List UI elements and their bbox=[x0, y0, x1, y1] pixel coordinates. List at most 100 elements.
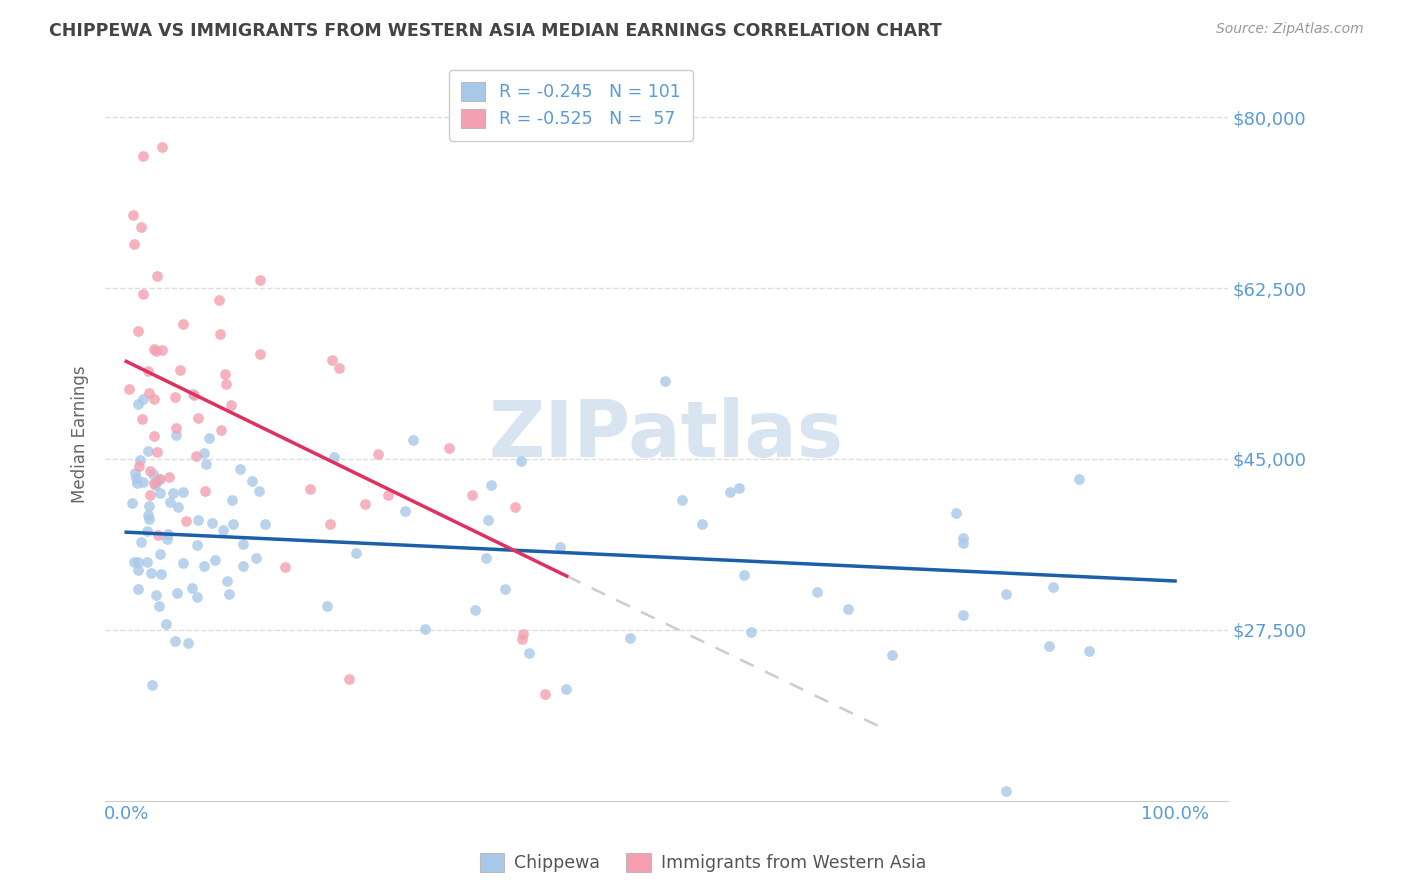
Point bbox=[517, 647, 540, 661]
Point bbox=[319, 516, 342, 531]
Point bbox=[172, 556, 194, 570]
Point bbox=[316, 599, 339, 613]
Point bbox=[740, 624, 762, 639]
Point bbox=[254, 517, 277, 532]
Point bbox=[135, 524, 157, 538]
Point bbox=[125, 471, 148, 485]
Point bbox=[321, 352, 343, 367]
Point bbox=[354, 497, 377, 511]
Point bbox=[143, 342, 166, 356]
Point bbox=[146, 269, 169, 284]
Legend: Chippewa, Immigrants from Western Asia: Chippewa, Immigrants from Western Asia bbox=[472, 846, 934, 879]
Point bbox=[194, 483, 217, 498]
Point bbox=[413, 622, 436, 636]
Point bbox=[152, 343, 174, 358]
Point bbox=[534, 687, 557, 701]
Point bbox=[139, 566, 162, 580]
Point bbox=[882, 648, 904, 663]
Point bbox=[187, 410, 209, 425]
Point bbox=[215, 574, 238, 588]
Point bbox=[132, 392, 155, 407]
Point bbox=[481, 477, 503, 491]
Point bbox=[180, 581, 202, 595]
Point bbox=[127, 555, 149, 569]
Point bbox=[197, 431, 219, 445]
Legend: R = -0.245   N = 101, R = -0.525   N =  57: R = -0.245 N = 101, R = -0.525 N = 57 bbox=[449, 70, 693, 141]
Point bbox=[142, 429, 165, 443]
Point bbox=[131, 412, 153, 426]
Point bbox=[145, 445, 167, 459]
Point bbox=[249, 273, 271, 287]
Point bbox=[172, 318, 194, 332]
Point bbox=[274, 559, 297, 574]
Point bbox=[127, 563, 149, 577]
Point bbox=[509, 453, 531, 467]
Point bbox=[439, 441, 461, 455]
Point bbox=[166, 500, 188, 515]
Point bbox=[165, 428, 187, 442]
Point bbox=[169, 363, 191, 377]
Point bbox=[149, 486, 172, 500]
Point bbox=[215, 377, 238, 392]
Point bbox=[136, 443, 159, 458]
Point bbox=[212, 523, 235, 537]
Point bbox=[157, 470, 180, 484]
Point bbox=[994, 587, 1017, 601]
Point bbox=[208, 327, 231, 342]
Point bbox=[145, 475, 167, 490]
Point bbox=[139, 488, 162, 502]
Point bbox=[156, 533, 179, 547]
Point bbox=[464, 602, 486, 616]
Point bbox=[181, 386, 204, 401]
Point bbox=[367, 447, 389, 461]
Point bbox=[148, 599, 170, 613]
Point bbox=[337, 672, 360, 686]
Point bbox=[461, 488, 484, 502]
Point bbox=[218, 586, 240, 600]
Point bbox=[141, 678, 163, 692]
Point bbox=[176, 635, 198, 649]
Point bbox=[163, 390, 186, 404]
Point bbox=[1042, 580, 1064, 594]
Point bbox=[298, 483, 321, 497]
Point bbox=[654, 374, 676, 388]
Point bbox=[718, 485, 741, 500]
Point bbox=[155, 617, 177, 632]
Point bbox=[194, 457, 217, 471]
Point bbox=[145, 343, 167, 358]
Point bbox=[146, 528, 169, 542]
Point bbox=[193, 446, 215, 460]
Point bbox=[127, 476, 149, 491]
Point bbox=[692, 516, 714, 531]
Point bbox=[377, 488, 399, 502]
Point bbox=[142, 467, 165, 481]
Point bbox=[221, 493, 243, 508]
Point bbox=[394, 504, 416, 518]
Point bbox=[247, 484, 270, 499]
Point bbox=[344, 545, 367, 559]
Point bbox=[402, 433, 425, 447]
Point bbox=[494, 582, 516, 596]
Point bbox=[193, 558, 215, 573]
Point bbox=[166, 585, 188, 599]
Point bbox=[945, 506, 967, 520]
Point bbox=[136, 508, 159, 522]
Point bbox=[995, 784, 1018, 798]
Point bbox=[727, 481, 749, 495]
Point bbox=[132, 475, 155, 489]
Point bbox=[131, 535, 153, 549]
Point bbox=[145, 588, 167, 602]
Point bbox=[222, 517, 245, 532]
Point bbox=[143, 478, 166, 492]
Point bbox=[322, 450, 344, 464]
Point bbox=[219, 398, 242, 412]
Point bbox=[837, 601, 859, 615]
Point bbox=[1038, 639, 1060, 653]
Point bbox=[138, 386, 160, 401]
Point bbox=[138, 499, 160, 513]
Text: Source: ZipAtlas.com: Source: ZipAtlas.com bbox=[1216, 22, 1364, 37]
Point bbox=[136, 364, 159, 378]
Y-axis label: Median Earnings: Median Earnings bbox=[72, 366, 89, 503]
Point bbox=[806, 584, 828, 599]
Point bbox=[733, 568, 755, 582]
